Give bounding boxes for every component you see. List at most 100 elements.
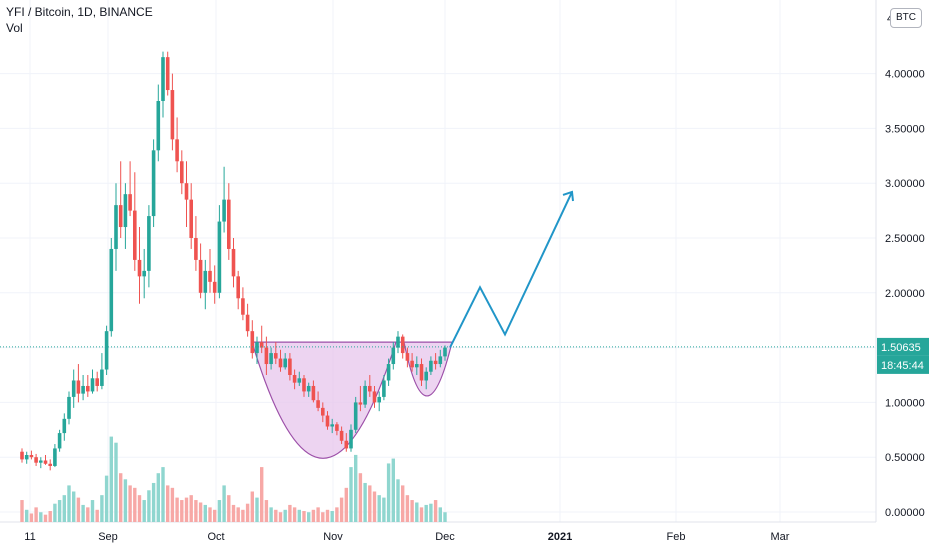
volume-bar [264, 500, 269, 522]
volume-bar [161, 467, 165, 522]
candle-body [349, 429, 353, 449]
candle-body [227, 199, 231, 249]
volume-bar [349, 467, 353, 522]
candle-body [321, 407, 325, 416]
candle-body [288, 358, 292, 375]
candle-body [372, 391, 377, 403]
volume-bar [415, 502, 419, 522]
candle-body [161, 57, 165, 101]
candle-body [259, 342, 264, 348]
candle-body [142, 270, 146, 277]
volume-bar [241, 509, 245, 522]
volume-bar [72, 491, 76, 522]
candle-body [81, 385, 85, 394]
volume-bar [424, 504, 428, 522]
y-tick-label: 0.50000 [885, 452, 925, 464]
candle-body [71, 380, 76, 397]
volume-bar [405, 495, 410, 522]
candle-body [184, 183, 189, 200]
volume-bar [250, 491, 254, 522]
candle-body [311, 385, 316, 401]
countdown-label: 18:45:44 [881, 360, 924, 372]
volume-bar [283, 509, 287, 522]
candle-body [241, 298, 245, 315]
candle-body [433, 360, 438, 365]
candle-body [114, 205, 118, 249]
x-tick-label: Dec [435, 531, 455, 543]
countdown-box [877, 355, 929, 374]
candle-body [48, 463, 52, 466]
candle-body [410, 360, 414, 368]
candle-body [245, 314, 250, 332]
volume-bar [358, 473, 363, 522]
candle-body [165, 57, 170, 91]
candle-body [353, 402, 358, 430]
candle-body [231, 248, 236, 277]
x-tick-label: Mar [771, 531, 790, 543]
candle-body [156, 101, 161, 151]
volume-bar [156, 473, 160, 522]
candle-body [302, 378, 306, 392]
candle-body [335, 424, 339, 431]
volume-bar [297, 509, 301, 522]
volume-bar [292, 507, 297, 522]
candle-body [128, 194, 132, 211]
candle-body [62, 418, 67, 434]
candle-body [405, 353, 410, 361]
volume-bar [429, 503, 433, 522]
volume-bar [175, 497, 179, 522]
volume-bar [20, 500, 24, 522]
volume-bar [170, 487, 175, 522]
candle-body [269, 353, 273, 365]
projection-arrow-head [562, 190, 574, 202]
candle-body [95, 378, 99, 386]
candle-body [339, 430, 344, 441]
volume-bar [53, 503, 57, 522]
volume-bar [321, 512, 325, 522]
candle-body [330, 424, 334, 427]
chart-legend: YFI / Bitcoin, 1D, BINANCE Vol [6, 4, 153, 36]
volume-bar [382, 497, 386, 522]
volume-bar [377, 495, 381, 522]
candle-body [29, 455, 34, 458]
currency-badge[interactable]: BTC [890, 8, 922, 28]
volume-bar [208, 507, 212, 522]
volume-bar [316, 507, 320, 522]
volume-bar [231, 504, 236, 522]
volume-bar [311, 509, 316, 522]
candle-body [67, 396, 71, 419]
volume-bar [48, 511, 52, 522]
volume-bar [363, 482, 367, 522]
volume-bar [245, 503, 250, 522]
candle-body [39, 460, 43, 463]
volume-bar [95, 509, 99, 522]
volume-bar [278, 512, 283, 522]
volume-bar [274, 509, 278, 522]
volume-bar [339, 497, 344, 522]
candle-body [123, 194, 128, 228]
volume-bar [396, 479, 400, 522]
candle-body [43, 460, 48, 464]
candle-body [377, 396, 381, 403]
volume-bar [302, 511, 306, 522]
volume-label[interactable]: Vol [6, 21, 23, 35]
volume-bar [123, 479, 128, 522]
x-tick-label: 11 [24, 531, 35, 543]
volume-bar [151, 482, 156, 522]
volume-bar [198, 502, 203, 522]
volume-bar [222, 485, 226, 522]
candle-body [292, 375, 297, 383]
volume-bar [419, 507, 424, 522]
x-tick-label: Feb [667, 531, 686, 543]
candle-body [391, 347, 396, 365]
symbol-title[interactable]: YFI / Bitcoin, 1D, BINANCE [6, 5, 153, 19]
candle-body [363, 385, 367, 405]
volume-bar [142, 500, 146, 522]
volume-bar [104, 475, 109, 522]
candle-body [274, 353, 278, 359]
volume-bar [401, 485, 405, 522]
x-tick-label: 2021 [548, 531, 572, 543]
candle-body [100, 369, 104, 386]
